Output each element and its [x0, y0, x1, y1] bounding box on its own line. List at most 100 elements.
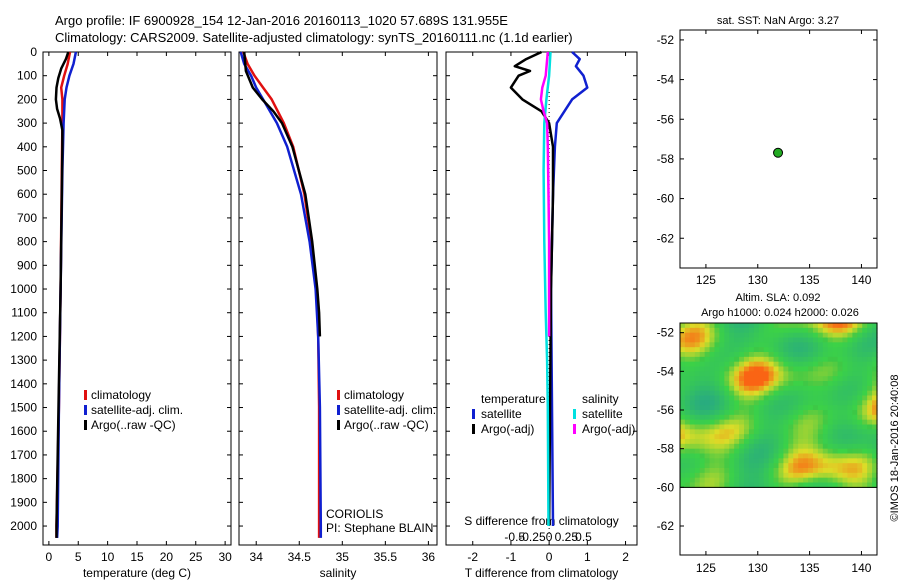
heatmap-cell [768, 390, 775, 397]
heatmap-cell [808, 327, 814, 334]
heatmap-cell [862, 472, 868, 479]
heatmap-cell [753, 472, 760, 479]
heatmap-cell [699, 366, 706, 372]
heatmap-cell [852, 385, 858, 392]
heatmap-cell [872, 414, 878, 421]
heatmap-cell [803, 424, 809, 430]
heatmap-cell [719, 463, 725, 469]
heatmap-cell [822, 342, 829, 348]
heatmap-cell [857, 366, 863, 372]
heatmap-cell [763, 385, 770, 392]
heatmap-cell [694, 385, 701, 392]
heatmap-cell [803, 381, 809, 387]
heatmap-cell [803, 327, 809, 334]
heatmap-cell [773, 477, 780, 484]
heatmap-cell [783, 390, 789, 397]
heatmap-cell [744, 482, 750, 488]
heatmap-cell [739, 463, 745, 469]
heatmap-cell [867, 419, 873, 426]
heatmap-cell [798, 356, 804, 363]
heatmap-cell [803, 361, 809, 368]
heatmap-cell [778, 405, 785, 411]
heatmap-cell [719, 361, 725, 368]
heatmap-cell [852, 332, 858, 339]
heatmap-cell [680, 453, 686, 459]
heatmap-cell [862, 361, 868, 368]
heatmap-cell [694, 371, 701, 377]
heatmap-cell [832, 410, 839, 416]
heatmap-cell [734, 381, 740, 387]
heatmap-cell [793, 463, 799, 469]
heatmap-cell [778, 361, 785, 368]
heatmap-cell [719, 327, 725, 334]
heatmap-cell [862, 347, 868, 353]
heatmap-cell [680, 337, 686, 343]
heatmap-cell [739, 347, 745, 353]
heatmap-cell [709, 356, 716, 363]
heatmap-cell [847, 342, 853, 348]
heatmap-cell [872, 429, 878, 435]
heatmap-cell [704, 332, 711, 339]
heatmap-cell [812, 419, 819, 426]
heatmap-cell [763, 323, 770, 329]
heatmap-cell [748, 405, 755, 411]
heatmap-cell [714, 434, 720, 440]
heatmap-cell [739, 458, 745, 464]
heatmap-cell [748, 468, 755, 474]
heatmap-cell [680, 400, 686, 406]
heatmap-cell [822, 477, 829, 484]
heatmap-cell [758, 381, 765, 387]
heatmap-cell [842, 405, 849, 411]
heatmap-cell [773, 448, 780, 455]
heatmap-cell [847, 347, 853, 353]
heatmap-cell [684, 337, 691, 343]
heatmap-cell [704, 381, 711, 387]
heatmap-cell [867, 443, 873, 450]
heatmap-cell [719, 453, 725, 459]
heatmap-cell [783, 453, 789, 459]
heatmap-cell [709, 439, 716, 445]
heatmap-cell [734, 458, 740, 464]
heatmap-cell [724, 424, 730, 430]
heatmap-cell [808, 410, 814, 416]
heatmap-cell [689, 366, 696, 372]
heatmap-cell [758, 342, 765, 348]
heatmap-cell [842, 390, 849, 397]
heatmap-cell [719, 434, 725, 440]
heatmap-cell [798, 385, 804, 392]
heatmap-cell [684, 327, 691, 334]
heatmap-cell [872, 347, 878, 353]
heatmap-cell [832, 405, 839, 411]
heatmap-cell [773, 342, 780, 348]
heatmap-cell [812, 385, 819, 392]
heatmap-cell [680, 356, 686, 363]
heatmap-cell [684, 405, 691, 411]
heatmap-cell [734, 366, 740, 372]
heatmap-cell [817, 472, 824, 479]
heatmap-cell [847, 405, 853, 411]
legend-label: Argo(..raw -QC) [91, 418, 176, 432]
heatmap-cell [773, 439, 780, 445]
heatmap-cell [763, 419, 770, 426]
heatmap-cell [867, 352, 873, 358]
heatmap-cell [827, 400, 834, 406]
heatmap-cell [763, 371, 770, 377]
heatmap-cell [699, 332, 706, 339]
heatmap-cell [832, 434, 839, 440]
legend-label: Argo(-adj) [582, 422, 635, 436]
heatmap-cell [872, 366, 878, 372]
heatmap-cell [694, 361, 701, 368]
heatmap-cell [852, 443, 858, 450]
lat-tick-label: -58 [657, 442, 675, 456]
heatmap-cell [768, 429, 775, 435]
heatmap-cell [739, 424, 745, 430]
heatmap-cell [714, 366, 720, 372]
heatmap-cell [773, 414, 780, 421]
heatmap-cell [793, 448, 799, 455]
heatmap-cell [827, 429, 834, 435]
heatmap-cell [798, 458, 804, 464]
heatmap-cell [793, 342, 799, 348]
heatmap-cell [768, 434, 775, 440]
heatmap-cell [857, 443, 863, 450]
heatmap-cell [837, 361, 844, 368]
